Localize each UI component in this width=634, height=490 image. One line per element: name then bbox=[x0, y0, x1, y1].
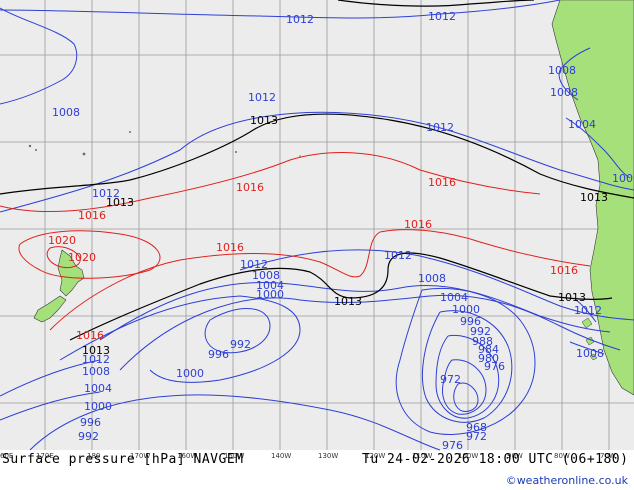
isobar-label: 1016 bbox=[428, 176, 456, 189]
isobar-label: 1012 bbox=[248, 91, 276, 104]
isobar-label: 976 bbox=[442, 439, 463, 452]
isobar-label: 988 bbox=[472, 335, 493, 348]
isobar-label: 1000 bbox=[452, 303, 480, 316]
isobar-label: 984 bbox=[478, 343, 499, 356]
isobar-label: 996 bbox=[80, 416, 101, 429]
isobar-label: 976 bbox=[484, 360, 505, 373]
isobar-label: 1000 bbox=[612, 172, 634, 185]
isobar-label: 1013 bbox=[106, 196, 134, 209]
isobars-blue bbox=[0, 0, 634, 451]
longitude-labels: 60E 170E 180 170W 160W 150W 140W 130W 12… bbox=[0, 452, 616, 460]
isobar-label: 996 bbox=[460, 315, 481, 328]
isobars-red bbox=[0, 152, 591, 331]
isobar-label: 1004 bbox=[256, 279, 284, 292]
isobar-label: 1016 bbox=[550, 264, 578, 277]
isobar-label: 992 bbox=[230, 338, 251, 351]
isobar-label: 1008 bbox=[52, 106, 80, 119]
lon-label: 170E bbox=[36, 452, 54, 460]
isobar-label: 1004 bbox=[568, 118, 596, 131]
isobar-label: 1012 bbox=[574, 304, 602, 317]
lon-label: 120W bbox=[365, 452, 385, 460]
isobar-label: 1013 bbox=[580, 191, 608, 204]
lon-label: 140W bbox=[271, 452, 291, 460]
isobar-label: 1020 bbox=[68, 251, 96, 264]
lon-label: 90W bbox=[507, 452, 523, 460]
isobar-label: 1004 bbox=[440, 291, 468, 304]
graticule bbox=[0, 0, 634, 450]
isobar-labels: 1012 1012 1008 1008 1008 1012 1013 1012 … bbox=[48, 10, 634, 452]
isobar-label: 1012 bbox=[428, 10, 456, 23]
lon-label: 100W bbox=[458, 452, 478, 460]
isobars-1013 bbox=[0, 0, 634, 341]
isobar-label: 1016 bbox=[216, 241, 244, 254]
isobar-label: 1012 bbox=[92, 187, 120, 200]
isobar-label: 1008 bbox=[548, 64, 576, 77]
isobar-label: 968 bbox=[466, 421, 487, 434]
map-title: Surface pressure [hPa] NAVGEM bbox=[2, 452, 244, 467]
isobar-label: 1012 bbox=[240, 258, 268, 271]
isobar-label: 972 bbox=[466, 430, 487, 443]
ocean-area bbox=[0, 0, 634, 450]
isobar-label: 1016 bbox=[404, 218, 432, 231]
isobar-label: 1013 bbox=[250, 114, 278, 127]
isobar-label: 1000 bbox=[256, 288, 284, 301]
isobar-label: 1012 bbox=[82, 353, 110, 366]
isobar-label: 1012 bbox=[286, 13, 314, 26]
lon-label: 110W bbox=[412, 452, 432, 460]
lon-label: 160W bbox=[177, 452, 197, 460]
pacific-islands bbox=[28, 131, 301, 157]
isobar-label: 1012 bbox=[384, 249, 412, 262]
isobar-label: 1000 bbox=[84, 400, 112, 413]
isobar-label: 996 bbox=[208, 348, 229, 361]
isobar-label: 1016 bbox=[76, 329, 104, 342]
lon-label: 60E bbox=[0, 452, 13, 460]
isobar-label: 1004 bbox=[84, 382, 112, 395]
isobar-label: 1000 bbox=[176, 367, 204, 380]
site-credit-link[interactable]: ©weatheronline.co.uk bbox=[505, 474, 628, 487]
isobar-label: 1020 bbox=[48, 234, 76, 247]
isobar-label: 1016 bbox=[78, 209, 106, 222]
nz-south-island bbox=[33, 295, 67, 323]
isobar-label: 980 bbox=[478, 352, 499, 365]
lon-label: 80W bbox=[554, 452, 570, 460]
lon-label: 150W bbox=[224, 452, 244, 460]
lon-label: 70W bbox=[600, 452, 616, 460]
isobar-label: 1008 bbox=[252, 269, 280, 282]
isobar-label: 992 bbox=[470, 325, 491, 338]
lon-label: 170W bbox=[130, 452, 150, 460]
isobar-label: 1013 bbox=[334, 295, 362, 308]
isobar-label: 1008 bbox=[550, 86, 578, 99]
lon-label: 180 bbox=[87, 452, 100, 460]
isobar-label: 992 bbox=[78, 430, 99, 443]
isobar-label: 1013 bbox=[558, 291, 586, 304]
isobar-label: 1008 bbox=[576, 347, 604, 360]
isobar-label: 1012 bbox=[426, 121, 454, 134]
isobar-label: 972 bbox=[440, 373, 461, 386]
lon-label: 130W bbox=[318, 452, 338, 460]
chile-islands bbox=[581, 317, 598, 361]
isobar-label: 1016 bbox=[236, 181, 264, 194]
south-america-land bbox=[551, 0, 634, 396]
forecast-time: Tu 24-02-2026 18:00 UTC (06+180) bbox=[362, 452, 629, 467]
isobar-label: 1008 bbox=[418, 272, 446, 285]
isobar-label: 1013 bbox=[82, 344, 110, 357]
isobar-label: 1008 bbox=[82, 365, 110, 378]
